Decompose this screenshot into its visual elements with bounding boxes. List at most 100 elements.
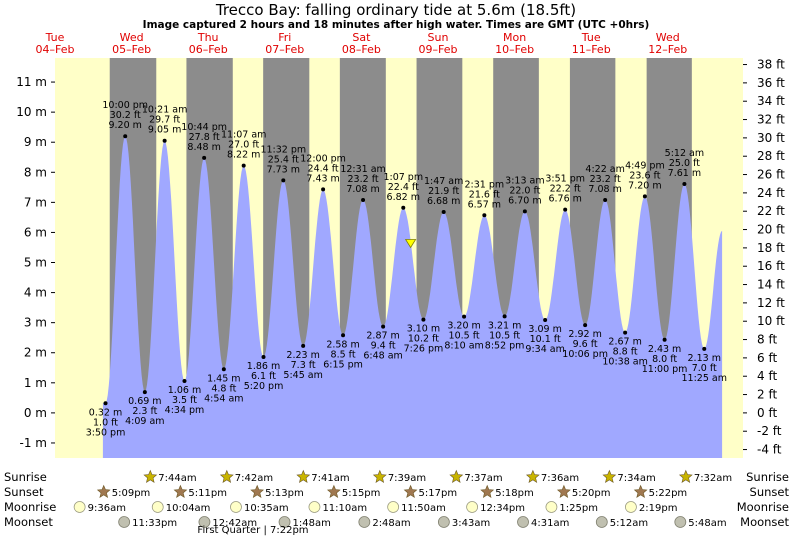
left-tick-label: 0 m [24,406,47,420]
sunset-icon [250,484,265,498]
high-tide-point [123,134,128,139]
day-of-week-label: Wed [120,31,144,44]
high-tide-time: 3:13 am [505,175,544,186]
moonrise-time: 10:04am [166,503,211,514]
low-tide-metres: 3.21 m [488,320,521,331]
low-tide-metres: 2.13 m [688,353,721,364]
low-tide-metres: 1.45 m [207,373,240,384]
low-tide-point [221,367,226,372]
day-of-week-label: Sun [428,31,449,44]
low-tide-time: 6:48 am [363,351,402,362]
sunset-time: 5:18pm [495,488,534,499]
moonset-icon [517,516,529,528]
high-tide-metres: 6.70 m [508,195,541,206]
left-tick-label: 1 m [24,376,47,390]
high-tide-metres: 7.43 m [306,173,339,184]
high-tide-feet: 21.6 ft [469,189,500,200]
high-tide-feet: 21.9 ft [428,186,459,197]
high-tide-metres: 7.73 m [267,164,300,175]
high-tide-feet: 27.0 ft [228,140,259,151]
high-tide-time: 3:51 pm [545,174,585,185]
right-tick-label: 22 ft [757,204,785,218]
high-tide-feet: 24.4 ft [308,163,339,174]
low-tide-time: 7:26 pm [404,344,444,355]
low-tide-point [142,390,147,395]
high-tide-metres: 7.61 m [668,168,701,179]
high-tide-time: 4:49 pm [625,160,665,171]
sunrise-icon [678,469,693,483]
day-of-week-label: Sat [352,31,371,44]
axes: -1 m 0 m 1 m 2 m 3 m 4 m 5 m 6 m 7 m 8 m 9 m 10 m 11… [16,58,785,457]
right-tick-label: 12 ft [757,296,785,310]
high-tide-metres: 9.05 m [148,125,181,136]
right-tick-label: 38 ft [757,58,785,72]
high-tide-time: 11:32 pm [260,144,306,155]
high-tide-metres: 7.08 m [346,184,379,195]
high-tide-feet: 22.4 ft [388,182,419,193]
moonset-time: 2:48am [372,518,410,529]
low-tide-feet: 8.0 ft [652,354,677,365]
day-of-week-label: Wed [656,31,680,44]
left-tick-label: 6 m [24,225,47,239]
low-tide-point [341,333,346,338]
moonrise-time: 11:10am [322,503,367,514]
sunrise-icon [449,469,464,483]
low-tide-feet: 10.1 ft [530,334,561,345]
low-tide-time: 5:45 am [283,370,322,381]
high-tide-feet: 25.0 ft [669,158,700,169]
left-tick-label: 8 m [24,165,47,179]
high-tide-time: 12:31 am [340,164,385,175]
low-tide-time: 11:25 am [682,373,727,384]
high-tide-metres: 6.82 m [387,192,420,203]
moonset-icon [118,516,131,528]
high-tide-point [162,138,167,143]
row-label-left: Moonrise [4,500,56,514]
sunset-icon [403,484,418,498]
low-tide-time: 9:34 am [525,344,564,355]
moonrise-icon [230,501,242,513]
moonrise-time: 11:50am [401,503,446,514]
row-label-left: Sunrise [4,470,47,484]
low-tide-time: 11:00 pm [642,364,688,375]
left-tick-label: 3 m [24,316,47,330]
left-tick-label: 7 m [24,195,47,209]
row-label-right: Moonset [740,515,789,529]
right-tick-label: 2 ft [757,388,777,402]
high-tide-time: 11:07 am [221,130,266,141]
high-tide-feet: 23.2 ft [348,174,379,185]
low-tide-time: 8:10 am [444,341,483,352]
high-tide-point [401,205,406,210]
high-tide-metres: 7.20 m [628,180,661,191]
row-label-right: Sunrise [746,470,789,484]
low-tide-point [301,343,306,348]
low-tide-point [502,314,507,319]
low-tide-metres: 1.86 m [247,361,280,372]
row-label-left: Sunset [4,485,44,499]
low-tide-point [583,323,588,328]
low-tide-time: 3:50 pm [86,427,126,438]
right-tick-label: 20 ft [757,223,785,237]
sunrise-time: 7:41am [311,473,349,484]
high-tide-point [563,207,568,212]
moonrise-icon [308,501,321,513]
moonrise-time: 12:34pm [480,503,525,514]
moonrise-time: 2:19pm [639,503,678,514]
high-tide-feet: 22.2 ft [550,184,581,195]
low-tide-metres: 2.43 m [648,344,681,355]
moonset-time: 5:48am [688,518,726,529]
right-tick-label: 6 ft [757,351,777,365]
moonset-icon [595,516,608,528]
high-tide-point [482,213,487,218]
high-tide-feet: 22.0 ft [509,185,540,196]
sunset-icon [480,484,495,498]
moonrise-time: 1:25pm [559,503,598,514]
chart-subtitle: Image captured 2 hours and 18 minutes af… [143,19,650,31]
right-tick-label: 30 ft [757,131,785,145]
sunrise-time: 7:34am [617,473,655,484]
low-tide-feet: 10.5 ft [449,331,480,342]
low-tide-time: 10:38 am [602,357,647,368]
low-tide-metres: 3.20 m [447,321,480,332]
moonrise-icon [387,501,400,513]
left-tick-label: -1 m [20,436,47,450]
